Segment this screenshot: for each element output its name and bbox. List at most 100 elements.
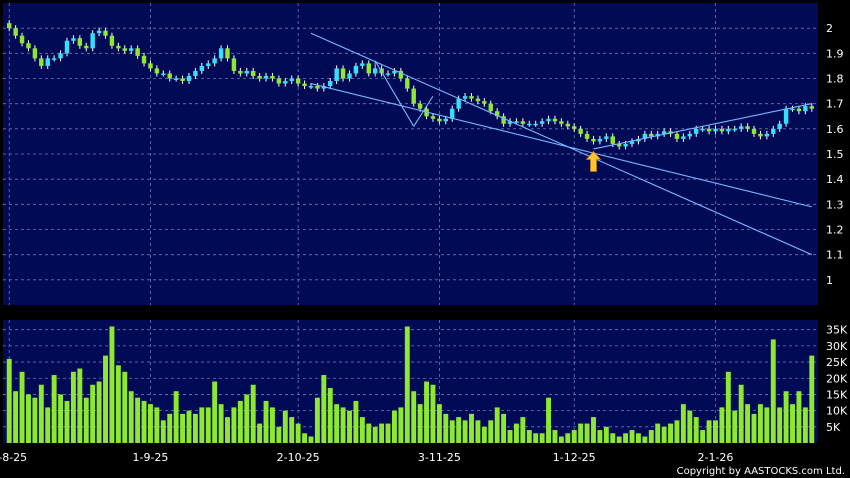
volume-bar: [379, 423, 385, 443]
price-tick-label: 1.7: [826, 98, 844, 111]
candle-body: [154, 68, 160, 74]
candle-body: [315, 86, 320, 89]
candle-body: [674, 133, 680, 139]
candle-body: [745, 126, 750, 129]
candle-body: [629, 141, 635, 144]
volume-bar: [706, 420, 712, 443]
candle-body: [417, 103, 423, 109]
candle-body: [90, 33, 95, 49]
volume-bar: [616, 436, 622, 443]
volume-axis-ticks: 5K 10K 15K 20K 25K 30K 35K: [826, 324, 848, 434]
volume-bar: [237, 400, 243, 443]
signal-arrow: [585, 150, 602, 172]
date-tick-label: 3-11-25: [418, 451, 461, 464]
volume-bar: [160, 420, 166, 443]
volume-bar: [693, 417, 699, 443]
volume-bar: [276, 426, 282, 443]
candle-body: [578, 128, 583, 134]
volume-bar: [603, 426, 609, 443]
candle-body: [681, 136, 686, 139]
volume-bar: [783, 391, 789, 443]
volume-bar: [661, 426, 667, 443]
volume-bar: [469, 413, 474, 443]
candle-body: [225, 48, 230, 59]
candle-body: [385, 73, 391, 75]
volume-bar: [533, 433, 539, 443]
candle-body: [302, 83, 307, 87]
price-grid: [3, 3, 818, 305]
volume-bar: [314, 397, 320, 443]
candle-body: [45, 58, 50, 66]
volume-bar: [436, 404, 442, 443]
candle-body: [649, 133, 654, 137]
volume-bars: [6, 326, 815, 443]
volume-bar: [38, 384, 44, 443]
date-axis-ticks: 1-8-25 1-9-25 2-10-25 3-11-25 1-12-25 2-1-26: [0, 451, 733, 464]
date-tick-label: 2-10-25: [277, 451, 320, 464]
candle-body: [295, 78, 301, 84]
candle-body: [7, 23, 12, 29]
candle-body: [109, 35, 115, 46]
date-tick-label: 1-12-25: [553, 451, 596, 464]
volume-bar: [58, 394, 64, 443]
volume-bar: [141, 400, 147, 443]
volume-bar: [321, 375, 327, 443]
volume-bar: [578, 423, 584, 443]
candle-body: [51, 58, 57, 60]
candle-body: [398, 70, 404, 79]
volume-bar: [430, 384, 436, 443]
price-tick-label: 2: [826, 22, 833, 35]
volume-bar: [680, 404, 686, 443]
volume-bar: [385, 423, 391, 443]
volume-bar: [295, 423, 301, 443]
candle-body: [661, 131, 667, 134]
candle-body: [206, 63, 211, 66]
price-tick-label: 1: [826, 274, 833, 287]
candle-body: [244, 70, 249, 74]
candle-body: [173, 78, 179, 80]
candle-body: [572, 126, 577, 129]
candle-body: [552, 118, 558, 122]
volume-bar: [334, 404, 340, 443]
volume-bar: [764, 407, 770, 443]
volume-bar: [51, 375, 57, 443]
volume-bar: [565, 433, 571, 443]
volume-bar: [327, 387, 333, 443]
candle-body: [347, 73, 352, 79]
candle-body: [437, 118, 442, 122]
candle-body: [565, 123, 571, 127]
candle-body: [771, 128, 776, 134]
volume-bar: [642, 436, 648, 443]
candle-body: [128, 48, 134, 51]
candle-body: [616, 143, 622, 147]
volume-bar: [199, 407, 205, 443]
volume-bar: [501, 413, 507, 443]
volume-bar: [269, 407, 275, 443]
candle-body: [32, 48, 38, 59]
volume-tick-label: 20K: [826, 372, 848, 385]
candle-body: [180, 78, 185, 82]
volume-bar: [244, 394, 250, 443]
candle-body: [308, 86, 314, 88]
volume-bar: [218, 404, 224, 443]
candle-body: [462, 96, 468, 99]
candle-body: [13, 28, 18, 36]
volume-bar: [745, 404, 751, 443]
volume-bar: [398, 407, 404, 443]
volume-bar: [558, 436, 564, 443]
candle-body: [777, 123, 782, 129]
price-axis-ticks: 1 1.1 1.2 1.3 1.4 1.5 1.6 1.7 1.8 1.9 2: [826, 22, 844, 287]
candle-body: [713, 128, 718, 132]
candle-body: [141, 55, 147, 64]
volume-tick-label: 25K: [826, 356, 848, 369]
price-candles: [7, 20, 814, 150]
candle-body: [353, 65, 359, 74]
candle-body: [289, 78, 294, 82]
volume-bar: [719, 407, 725, 443]
candle-body: [19, 35, 25, 44]
volume-bar: [449, 420, 455, 443]
candle-body: [122, 48, 127, 51]
candle-body: [758, 133, 763, 137]
candle-body: [527, 123, 532, 126]
